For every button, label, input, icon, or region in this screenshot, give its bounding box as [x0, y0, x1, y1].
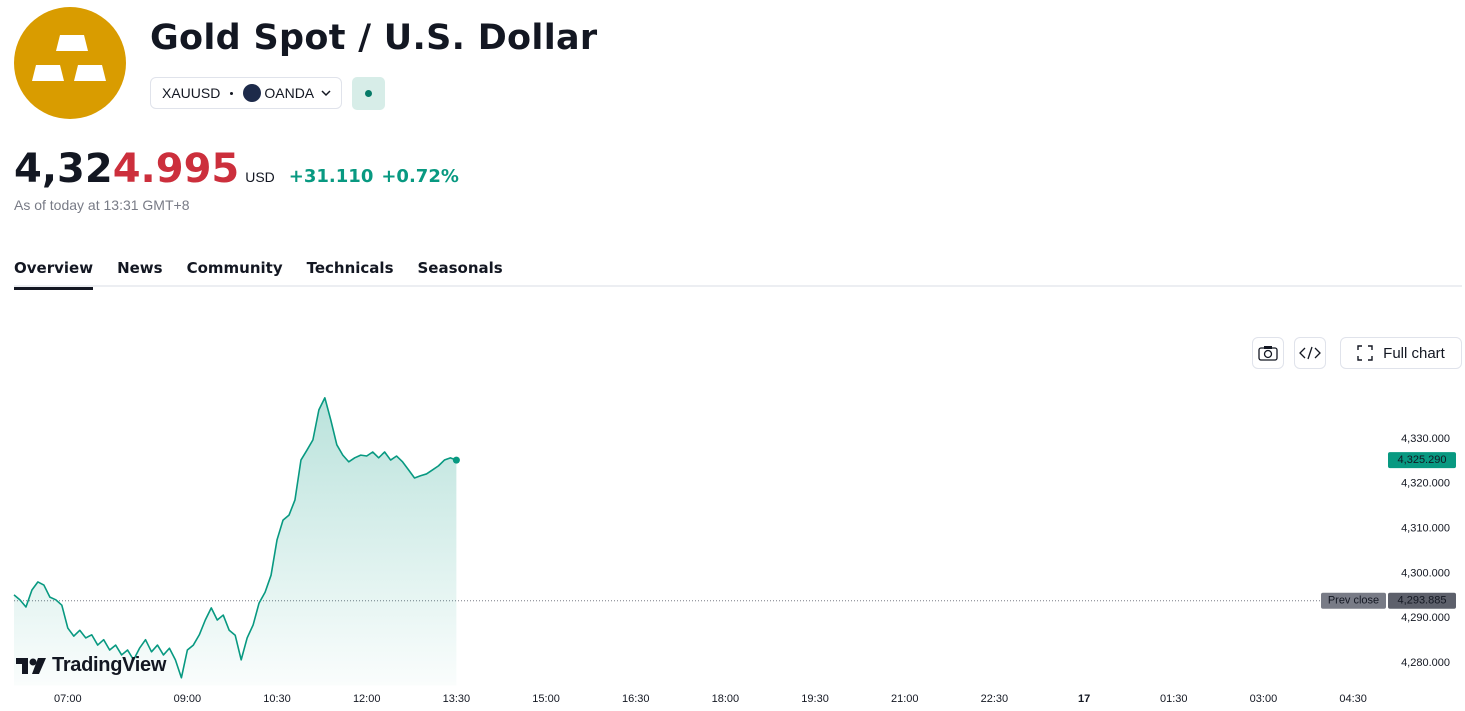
x-tick-label: 17	[1078, 693, 1090, 705]
watermark-logo	[16, 657, 46, 674]
exchange: OANDA	[264, 85, 315, 101]
x-tick-label: 22:30	[981, 693, 1009, 705]
logo	[14, 7, 126, 119]
separator	[230, 91, 234, 95]
fullscreen-icon	[1357, 345, 1373, 361]
x-tick-label: 18:00	[712, 693, 740, 705]
exchange-logo	[243, 84, 262, 102]
area-fill	[14, 397, 457, 686]
last-price-tag	[1388, 452, 1456, 469]
x-tick-label: 01:30	[1160, 693, 1188, 705]
x-tick-label: 13:30	[443, 693, 471, 705]
snapshot-button[interactable]	[1252, 337, 1284, 369]
change-percent: +0.72%	[381, 166, 459, 187]
y-tick-label: 4,290.000	[1401, 612, 1450, 624]
tab-divider	[14, 285, 1462, 287]
last-price-label: 4,325.290	[1398, 454, 1447, 466]
tab[interactable]: Community	[186, 259, 283, 277]
x-tick-label: 19:30	[801, 693, 829, 705]
change: +31.110	[288, 166, 374, 187]
currency: USD	[245, 169, 275, 185]
y-tick-label: 4,280.000	[1401, 657, 1450, 669]
full-chart-button[interactable]: Full chart	[1340, 337, 1462, 369]
tab[interactable]: Technicals	[306, 259, 394, 277]
price: 4,32 4.995 USD +31.110 +0.72%	[14, 146, 459, 192]
prev-close-tag	[1321, 592, 1386, 609]
tab[interactable]: News	[117, 259, 163, 277]
camera-icon	[1258, 346, 1278, 361]
price-prefix: 4,32	[14, 146, 113, 192]
y-tick-label: 4,320.000	[1401, 478, 1450, 490]
y-tick-label: 4,330.000	[1401, 433, 1450, 445]
prev-close-name: Prev close	[1328, 595, 1379, 607]
x-tick-label: 09:00	[174, 693, 202, 705]
y-tick-label: 4,310.000	[1401, 523, 1450, 535]
watermark-text: TradingView	[52, 654, 167, 676]
prev-close-value-tag	[1388, 592, 1456, 609]
code-icon	[1299, 346, 1321, 360]
tab[interactable]: Seasonals	[417, 259, 503, 277]
full-chart-label: Full chart	[1383, 344, 1445, 362]
tabs: Overview News Community Technicals Seaso…	[14, 259, 503, 290]
symbol-selector[interactable]: XAUUSD OANDA	[150, 77, 342, 109]
prev-close-value: 4,293.885	[1398, 595, 1447, 607]
watermark: TradingView	[16, 654, 166, 677]
last-point	[452, 456, 460, 464]
tab[interactable]: Overview	[14, 259, 94, 290]
x-tick-label: 03:00	[1250, 693, 1278, 705]
x-tick-label: 10:30	[263, 693, 291, 705]
x-tick-label: 04:30	[1339, 693, 1367, 705]
market-status[interactable]	[352, 77, 385, 110]
x-tick-label: 07:00	[54, 693, 82, 705]
x-tick-label: 21:00	[891, 693, 919, 705]
x-tick-label: 15:00	[532, 693, 560, 705]
x-tick-label: 12:00	[353, 693, 381, 705]
as-of: As of today at 13:31 GMT+8	[14, 197, 190, 213]
x-tick-label: 16:30	[622, 693, 650, 705]
price-suffix: 4.995	[112, 146, 240, 192]
embed-button[interactable]	[1294, 337, 1326, 369]
symbol: XAUUSD	[162, 85, 221, 101]
symbol-title: Gold Spot / U.S. Dollar	[150, 18, 598, 58]
y-tick-label: 4,300.000	[1401, 567, 1450, 579]
chevron	[321, 90, 331, 97]
price-line	[13, 396, 457, 679]
